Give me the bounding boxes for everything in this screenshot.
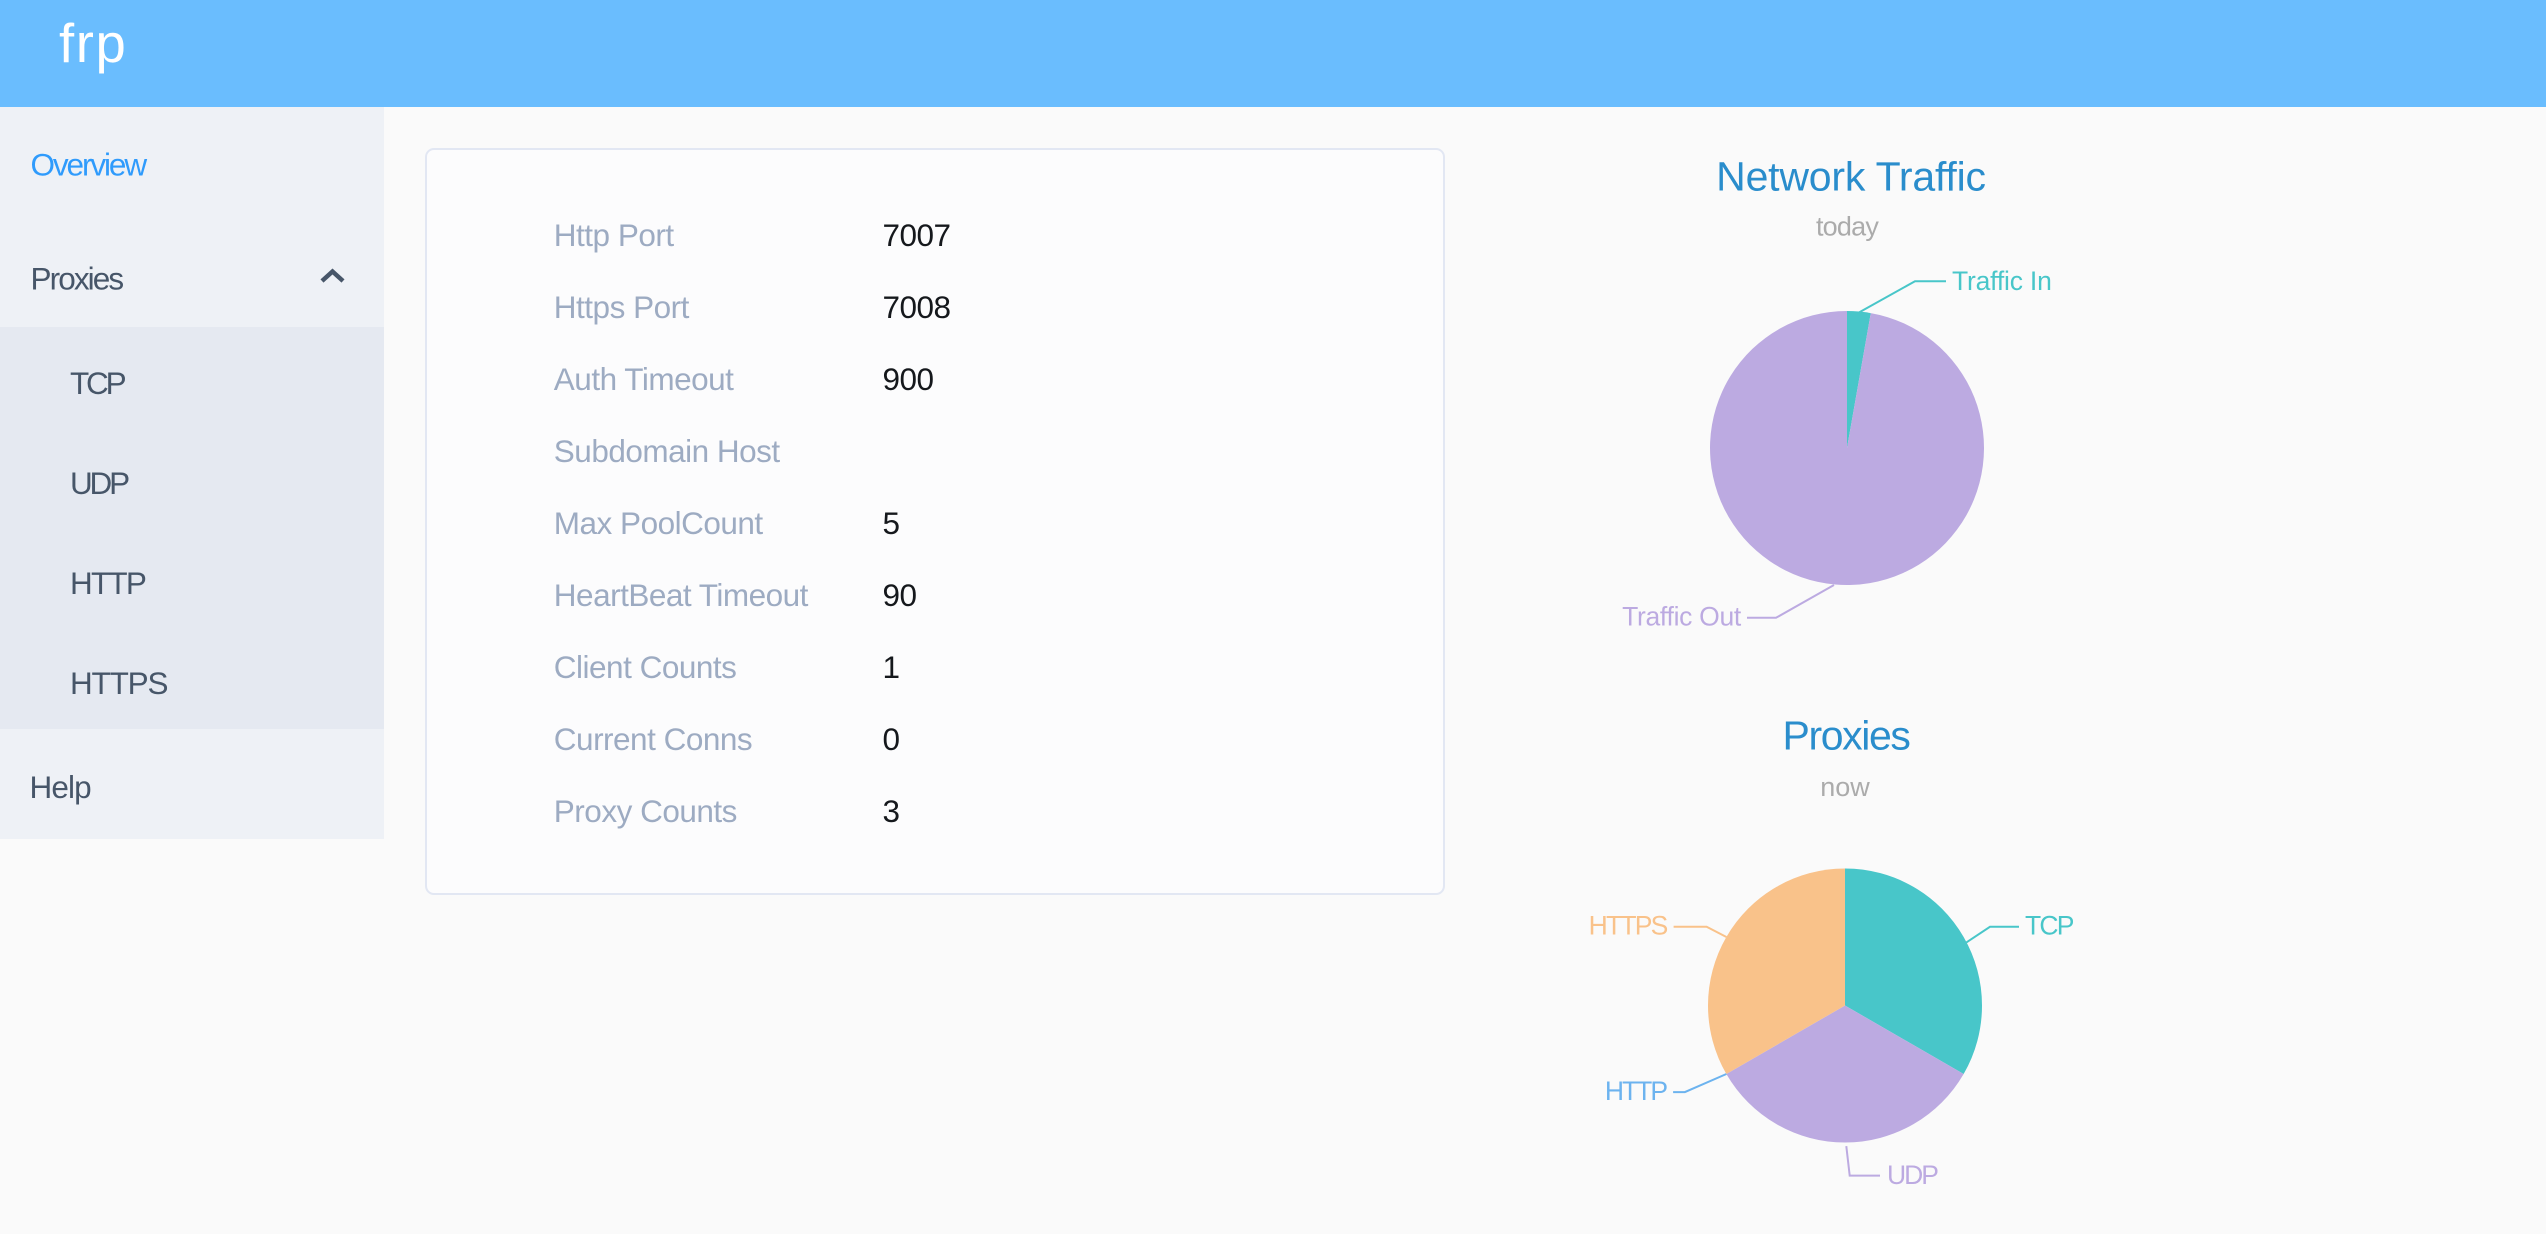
svg-text:Traffic In: Traffic In	[1952, 266, 2052, 296]
svg-text:Auth Timeout: Auth Timeout	[554, 361, 734, 397]
svg-text:Https Port: Https Port	[554, 289, 690, 325]
svg-text:0: 0	[883, 721, 900, 757]
svg-text:900: 900	[883, 361, 934, 397]
svg-text:TCP: TCP	[2025, 911, 2074, 941]
svg-text:5: 5	[883, 505, 900, 541]
svg-text:Proxies: Proxies	[31, 261, 124, 297]
svg-text:Max PoolCount: Max PoolCount	[554, 505, 764, 541]
svg-text:frp: frp	[59, 13, 127, 74]
svg-text:Current Conns: Current Conns	[554, 721, 752, 757]
svg-text:UDP: UDP	[70, 465, 129, 501]
svg-text:HTTP: HTTP	[70, 565, 146, 601]
svg-text:today: today	[1816, 212, 1879, 242]
svg-text:7008: 7008	[883, 289, 951, 325]
svg-text:7007: 7007	[883, 217, 951, 253]
svg-text:Client Counts: Client Counts	[554, 649, 737, 685]
svg-text:UDP: UDP	[1887, 1160, 1938, 1190]
svg-text:3: 3	[883, 793, 900, 829]
svg-text:HeartBeat Timeout: HeartBeat Timeout	[554, 577, 809, 613]
svg-text:HTTP: HTTP	[1605, 1076, 1668, 1106]
svg-text:HTTPS: HTTPS	[70, 665, 167, 701]
svg-text:Overview: Overview	[31, 147, 148, 183]
svg-text:Traffic Out: Traffic Out	[1622, 602, 1742, 632]
svg-text:1: 1	[883, 649, 900, 685]
svg-text:now: now	[1820, 772, 1870, 802]
svg-text:Http Port: Http Port	[554, 217, 675, 253]
svg-text:Proxies: Proxies	[1783, 713, 1911, 759]
svg-text:HTTPS: HTTPS	[1589, 911, 1668, 941]
svg-text:TCP: TCP	[70, 365, 126, 401]
svg-text:Help: Help	[30, 769, 92, 805]
svg-text:Proxy Counts: Proxy Counts	[554, 793, 737, 829]
svg-text:Network Traffic: Network Traffic	[1716, 154, 1986, 200]
svg-text:Subdomain Host: Subdomain Host	[554, 433, 781, 469]
svg-text:90: 90	[883, 577, 917, 613]
